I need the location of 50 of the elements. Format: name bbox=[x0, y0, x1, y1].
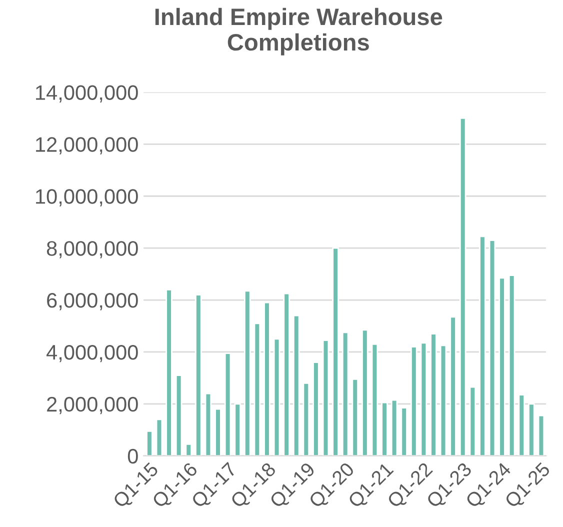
bar bbox=[352, 378, 359, 456]
bar bbox=[146, 430, 153, 456]
bar bbox=[371, 343, 378, 456]
bar bbox=[538, 414, 545, 456]
bar bbox=[312, 362, 320, 456]
y-tick-label: 0 bbox=[128, 448, 138, 464]
bar bbox=[362, 329, 368, 456]
bar bbox=[254, 322, 261, 456]
bar bbox=[166, 288, 172, 456]
bar bbox=[469, 386, 476, 456]
bar bbox=[381, 402, 388, 456]
bar bbox=[244, 290, 251, 456]
y-tick-label: 12,000,000 bbox=[36, 137, 138, 154]
bar bbox=[430, 333, 437, 456]
bar bbox=[204, 392, 212, 456]
bar bbox=[234, 403, 241, 456]
bar bbox=[518, 394, 526, 456]
y-tick-label: 6,000,000 bbox=[47, 293, 138, 310]
bar bbox=[528, 403, 535, 456]
y-tick-label: 8,000,000 bbox=[46, 241, 138, 258]
y-tick-label: 10,000,000 bbox=[36, 189, 138, 206]
bar bbox=[508, 274, 516, 456]
bar bbox=[224, 352, 232, 456]
bar bbox=[175, 374, 182, 456]
bar bbox=[420, 342, 428, 456]
bar bbox=[410, 346, 418, 456]
bar bbox=[214, 408, 222, 456]
bar bbox=[156, 418, 163, 456]
y-tick-label: 14,000,000 bbox=[36, 85, 138, 102]
bar bbox=[390, 399, 398, 456]
bar bbox=[440, 344, 447, 456]
bar bbox=[400, 407, 408, 456]
bar bbox=[498, 277, 506, 456]
bar bbox=[459, 118, 466, 456]
bar bbox=[322, 340, 330, 456]
bar bbox=[332, 247, 339, 456]
bar bbox=[185, 443, 192, 456]
y-tick-label: 4,000,000 bbox=[46, 344, 138, 362]
bar bbox=[488, 240, 496, 456]
bar bbox=[195, 294, 202, 456]
bar bbox=[450, 316, 456, 456]
chart-title: Inland Empire Warehouse Completions bbox=[155, 8, 442, 56]
bar bbox=[479, 236, 486, 456]
bar bbox=[292, 314, 300, 456]
bar bbox=[342, 332, 349, 456]
bar bbox=[283, 292, 290, 456]
bar bbox=[273, 338, 280, 456]
bar bbox=[264, 302, 270, 456]
y-tick-label: 2,000,000 bbox=[47, 396, 138, 414]
bar bbox=[302, 382, 310, 456]
